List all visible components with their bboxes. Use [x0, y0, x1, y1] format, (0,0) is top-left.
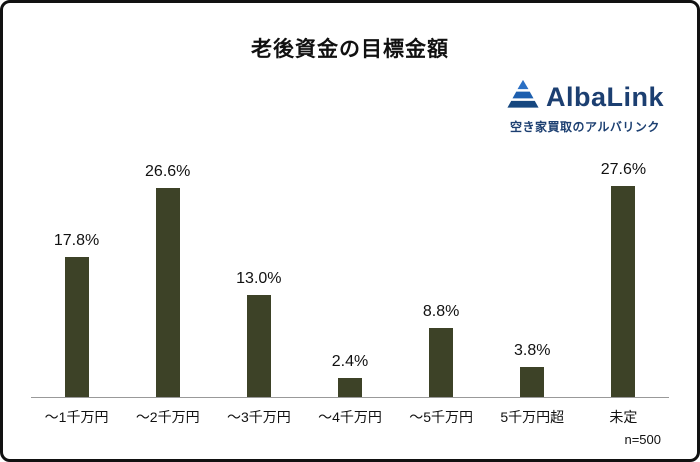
logo-wordmark: AlbaLink — [545, 82, 664, 112]
bar-column: 27.6% — [578, 161, 669, 397]
bar-value-label: 8.8% — [422, 303, 460, 320]
bar-value-label: 3.8% — [514, 342, 551, 359]
chart-plot-area: 17.8% 26.6% 13.0% 2.4% 8.8% 3.8% 27.6% — [31, 161, 669, 398]
category-label: 未定 — [609, 409, 638, 425]
bar-column: 13.0% — [213, 161, 304, 397]
category-label: 〜2千万円 — [135, 409, 200, 425]
bar-column: 26.6% — [122, 161, 213, 397]
bar — [64, 257, 89, 397]
sample-size-note: n=500 — [624, 432, 661, 447]
bar-value-label: 13.0% — [236, 270, 282, 287]
bar-value-label: 2.4% — [331, 353, 369, 370]
bar-column: 2.4% — [304, 161, 395, 397]
bar — [429, 328, 454, 397]
bar-column: 8.8% — [396, 161, 487, 397]
albalink-logo: AlbaLink 空き家買取のアルバリンク — [495, 79, 675, 135]
bar — [246, 295, 271, 397]
page-title: 老後資金の目標金額 — [251, 38, 449, 61]
bar-value-label: 26.6% — [145, 163, 191, 180]
bar-column: 17.8% — [31, 161, 122, 397]
bar — [520, 367, 545, 397]
bar-column: 3.8% — [487, 161, 578, 397]
bar — [155, 188, 180, 397]
bar-chart: 17.8% 26.6% 13.0% 2.4% 8.8% 3.8% 27.6% 〜1千万円 〜2… — [31, 161, 669, 427]
bar — [611, 186, 636, 397]
bar-value-label: 17.8% — [53, 232, 100, 249]
mountain-triangle-icon — [506, 79, 540, 116]
bar — [337, 378, 362, 397]
category-label: 〜4千万円 — [318, 409, 382, 425]
category-label: 〜5千万円 — [409, 409, 474, 425]
bar-value-label: 27.6% — [600, 161, 647, 178]
chart-category-axis: 〜1千万円 〜2千万円 〜3千万円 〜4千万円 〜5千万円 5千万円超 未定 — [31, 398, 669, 427]
category-label: 〜3千万円 — [226, 409, 291, 425]
category-label: 〜1千万円 — [44, 409, 109, 425]
category-label: 5千万円超 — [500, 409, 565, 425]
logo-tagline: 空き家買取のアルバリンク — [510, 120, 660, 134]
